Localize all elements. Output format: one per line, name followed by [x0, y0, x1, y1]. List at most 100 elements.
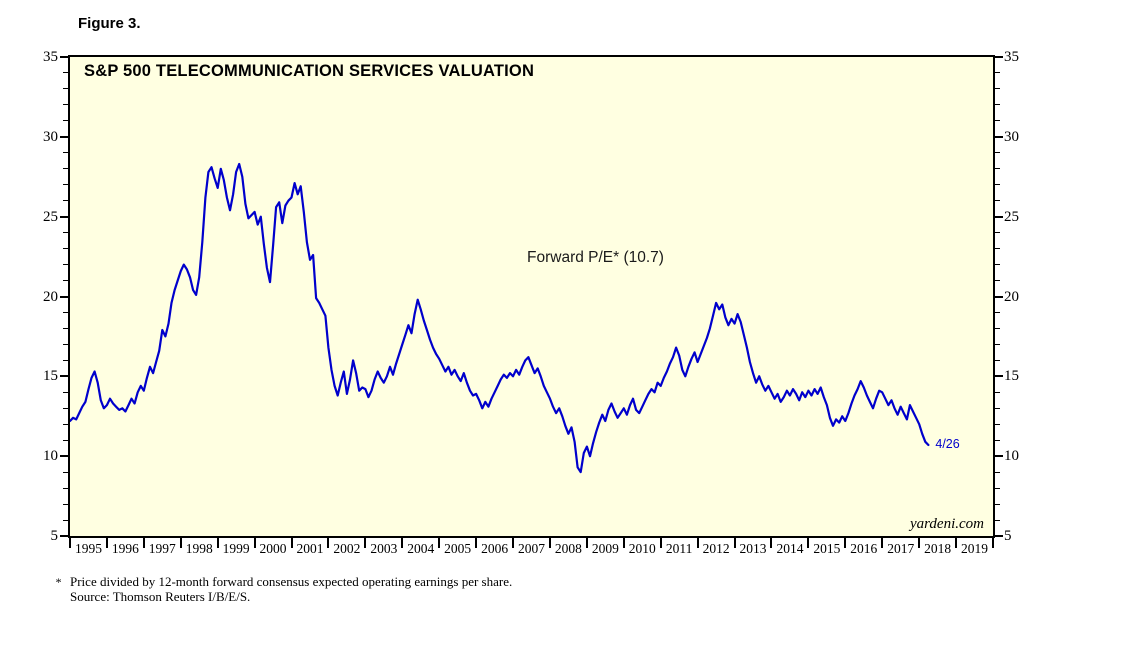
y-tick-left: [60, 375, 68, 378]
x-axis-label: 1995: [74, 541, 102, 556]
y-tick-right: [995, 439, 1000, 441]
y-tick-right: [995, 56, 1003, 58]
x-axis-label: 2012: [702, 541, 730, 556]
x-tick: [216, 538, 219, 548]
y-tick-right: [995, 327, 1000, 329]
y-tick-right: [995, 72, 1000, 74]
y-tick-left: [63, 487, 68, 489]
x-axis-label: 2017: [887, 541, 915, 556]
y-tick-right: [995, 184, 1000, 186]
x-tick: [585, 538, 588, 548]
y-tick-left: [63, 88, 68, 90]
y-tick-right: [995, 311, 1000, 313]
y-tick-left: [63, 359, 68, 361]
footnote-text: Price divided by 12-month forward consen…: [70, 574, 513, 589]
y-tick-left: [63, 248, 68, 250]
y-tick-right: [995, 200, 1000, 202]
y-tick-right: [995, 295, 1003, 298]
x-tick: [696, 538, 699, 548]
y-tick-left: [63, 232, 68, 234]
y-tick-left: [63, 423, 68, 425]
y-tick-right: [995, 487, 1000, 489]
x-axis-label: 2009: [591, 541, 619, 556]
x-tick: [105, 538, 108, 548]
x-tick: [512, 538, 515, 548]
y-tick-left: [63, 311, 68, 313]
y-tick-right: [995, 232, 1000, 234]
y-axis-label-right: 20: [1004, 288, 1019, 305]
y-tick-right: [995, 407, 1000, 409]
x-axis-label: 2002: [333, 541, 361, 556]
y-axis-label-left: 35: [43, 49, 58, 65]
y-axis-label-right: 30: [1004, 128, 1019, 145]
watermark-yardeni: yardeni.com: [909, 516, 984, 532]
y-tick-left: [63, 327, 68, 329]
y-axis-label-left: 15: [43, 368, 58, 385]
series-annotation: Forward P/E* (10.7): [527, 249, 664, 266]
footnote-source: Source: Thomson Reuters I/B/E/S.: [70, 589, 251, 604]
y-tick-right: [995, 215, 1003, 218]
y-tick-left: [63, 391, 68, 393]
y-tick-left: [63, 184, 68, 186]
y-tick-left: [63, 280, 68, 282]
y-tick-right: [995, 264, 1000, 266]
chart-title: S&P 500 TELECOMMUNICATION SERVICES VALUA…: [84, 62, 535, 80]
x-axis-label: 1996: [111, 541, 139, 556]
y-tick-right: [995, 519, 1000, 521]
y-axis-label-right: 35: [1004, 49, 1019, 65]
y-tick-left: [63, 104, 68, 106]
y-tick-left: [63, 72, 68, 74]
y-tick-left: [60, 56, 68, 58]
x-axis-label: 2007: [518, 541, 545, 556]
x-tick: [807, 538, 810, 548]
x-axis-label: 2010: [628, 541, 656, 556]
y-tick-left: [60, 215, 68, 218]
x-axis-label: 2011: [665, 541, 693, 556]
x-tick: [548, 538, 551, 548]
x-tick: [918, 538, 921, 548]
y-tick-right: [995, 503, 1000, 505]
x-tick: [438, 538, 441, 548]
y-tick-left: [63, 503, 68, 505]
x-tick: [253, 538, 256, 548]
x-tick: [179, 538, 182, 548]
y-tick-right: [995, 359, 1000, 361]
y-tick-right: [995, 423, 1000, 425]
y-tick-left: [63, 152, 68, 154]
y-tick-left: [63, 120, 68, 122]
y-tick-left: [63, 343, 68, 345]
y-tick-right: [995, 168, 1000, 170]
y-axis-label-left: 30: [43, 128, 58, 145]
y-tick-right: [995, 455, 1003, 458]
x-axis-label: 2000: [259, 541, 287, 556]
y-tick-right: [995, 152, 1000, 154]
y-tick-left: [63, 471, 68, 473]
x-tick: [955, 538, 958, 548]
x-axis-label: 2019: [961, 541, 989, 556]
x-tick: [401, 538, 404, 548]
y-tick-left: [63, 407, 68, 409]
x-tick: [142, 538, 145, 548]
y-tick-left: [60, 135, 68, 138]
x-axis-label: 1999: [222, 541, 250, 556]
y-tick-left: [60, 295, 68, 298]
y-axis-label-right: 25: [1004, 208, 1019, 225]
y-tick-right: [995, 248, 1000, 250]
x-axis-label: 2006: [481, 541, 509, 556]
x-axis-label: 2005: [444, 541, 472, 556]
x-tick: [327, 538, 330, 548]
x-tick: [290, 538, 293, 548]
y-tick-left: [60, 535, 68, 537]
y-tick-left: [63, 264, 68, 266]
y-tick-right: [995, 120, 1000, 122]
x-axis-label: 2015: [813, 541, 841, 556]
x-tick: [659, 538, 662, 548]
plot-area: S&P 500 TELECOMMUNICATION SERVICES VALUA…: [68, 55, 995, 538]
y-tick-right: [995, 343, 1000, 345]
x-axis-label: 2016: [850, 541, 878, 556]
x-tick: [844, 538, 847, 548]
x-tick: [733, 538, 736, 548]
x-axis-label: 2003: [370, 541, 398, 556]
x-axis-label: 2001: [296, 541, 324, 556]
